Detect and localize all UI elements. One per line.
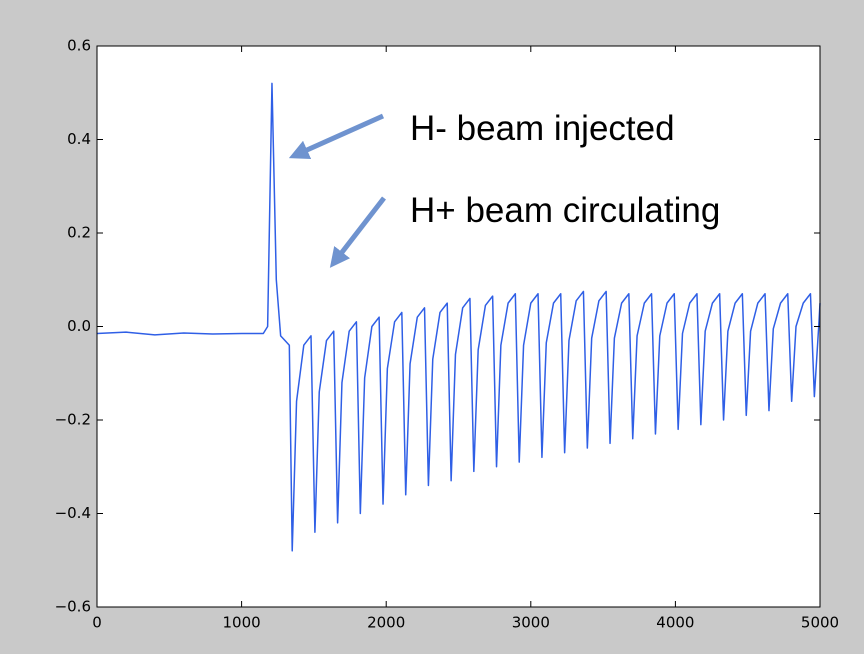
annotation: H- beam injected bbox=[410, 109, 675, 148]
y-tick-label: 0.6 bbox=[67, 37, 91, 55]
y-tick-label: 0.4 bbox=[67, 130, 91, 148]
arrow bbox=[288, 113, 385, 160]
x-tick-label: 3000 bbox=[512, 614, 550, 632]
plot-area bbox=[97, 46, 820, 607]
x-tick-label: 0 bbox=[92, 614, 102, 632]
y-tick-label: 0.0 bbox=[67, 317, 91, 335]
arrow bbox=[329, 196, 386, 268]
y-tick-label: −0.6 bbox=[55, 598, 91, 616]
data-line bbox=[96, 82, 821, 552]
y-tick-label: −0.4 bbox=[55, 504, 91, 522]
x-tick-label: 4000 bbox=[656, 614, 694, 632]
y-tick-label: 0.2 bbox=[67, 224, 91, 242]
annotation: H+ beam circulating bbox=[410, 191, 720, 230]
x-tick-label: 1000 bbox=[223, 614, 261, 632]
x-tick-label: 5000 bbox=[801, 614, 839, 632]
x-tick-label: 2000 bbox=[367, 614, 405, 632]
y-tick-label: −0.2 bbox=[55, 411, 91, 429]
